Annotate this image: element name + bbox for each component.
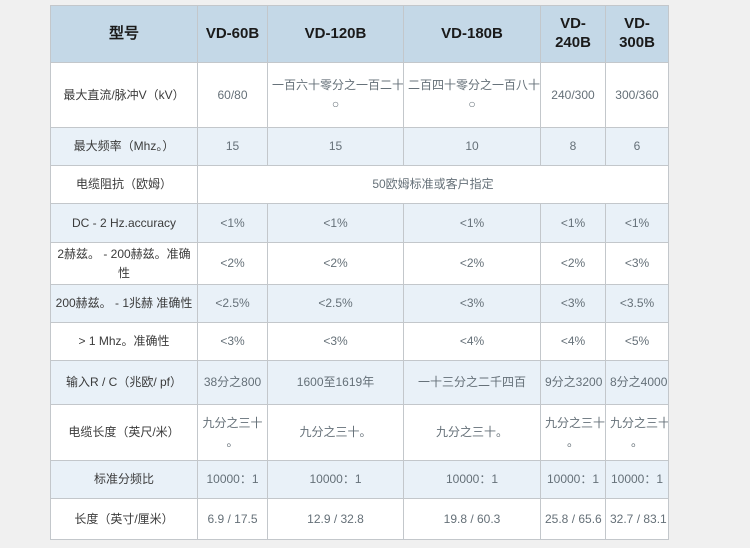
value-cell: <3% — [403, 284, 541, 324]
spec-table: 型号 VD-60B VD-120B VD-180B VD-240B VD-300… — [50, 5, 669, 541]
value-cell: 38分之800 — [197, 360, 268, 406]
table-row: DC - 2 Hz.accuracy <1% <1% <1% <1% <1% — [50, 203, 669, 243]
value-cell: 二百四十零分之一百八十 ○ — [403, 62, 541, 128]
value-cell: 15 — [267, 127, 404, 166]
value-cell: <1% — [267, 203, 404, 243]
value-cell: 25.8 / 65.6 — [540, 498, 606, 541]
value-cell: 8分之4000 — [605, 360, 669, 406]
table-row: 200赫兹。 - 1兆赫 准确性 <2.5% <2.5% <3% <3% <3.… — [50, 284, 669, 324]
value-cell: 10 — [403, 127, 541, 166]
value-cell: <1% — [605, 203, 669, 243]
table-row: 输入R / C（兆欧/ pf） 38分之800 1600至1619年 一十三分之… — [50, 360, 669, 406]
value-cell: <3.5% — [605, 284, 669, 324]
column-header-vd-180b: VD-180B — [403, 5, 541, 63]
value-cell: 15 — [197, 127, 268, 166]
value-cell: 九分之三十 。 — [540, 404, 606, 462]
column-header-vd-240b: VD-240B — [540, 5, 606, 63]
column-header-vd-300b: VD-300B — [605, 5, 669, 63]
column-header-vd-120b: VD-120B — [267, 5, 404, 63]
value-cell: 60/80 — [197, 62, 268, 128]
value-cell: <3% — [197, 322, 268, 362]
value-cell: <5% — [605, 322, 669, 362]
row-label: 最大频率（Mhz。） — [50, 127, 198, 166]
row-label: 2赫兹。 - 200赫兹。准确性 — [50, 241, 198, 286]
row-label: 输入R / C（兆欧/ pf） — [50, 360, 198, 406]
value-cell: 10000：1 — [197, 460, 268, 500]
table-row: 最大直流/脉冲V（kV） 60/80 一百六十零分之一百二十 ○ 二百四十零分之… — [50, 62, 669, 128]
value-cell: 九分之三十。 — [267, 404, 404, 462]
row-label: 长度（英寸/厘米） — [50, 498, 198, 541]
value-cell: <2% — [267, 241, 404, 286]
row-label: 电缆长度（英尺/米） — [50, 404, 198, 462]
table-row: 2赫兹。 - 200赫兹。准确性 <2% <2% <2% <2% <3% — [50, 241, 669, 286]
value-cell: 6.9 / 17.5 — [197, 498, 268, 541]
row-label: 电缆阻抗（欧姆） — [50, 165, 198, 204]
value-cell: 32.7 / 83.1 — [605, 498, 669, 541]
value-cell: <1% — [540, 203, 606, 243]
value-cell: 12.9 / 32.8 — [267, 498, 404, 541]
value-cell: <2% — [540, 241, 606, 286]
value-cell: <4% — [540, 322, 606, 362]
value-cell: <3% — [540, 284, 606, 324]
row-label: 标准分频比 — [50, 460, 198, 500]
value-cell: 九分之三十 。 — [605, 404, 669, 462]
value-cell: 九分之三十。 — [403, 404, 541, 462]
value-cell: 10000：1 — [540, 460, 606, 500]
value-cell: 19.8 / 60.3 — [403, 498, 541, 541]
value-cell: <1% — [197, 203, 268, 243]
value-cell: 一百六十零分之一百二十 ○ — [267, 62, 404, 128]
value-cell: 8 — [540, 127, 606, 166]
column-header-vd-60b: VD-60B — [197, 5, 268, 63]
value-cell: <2.5% — [267, 284, 404, 324]
value-cell: <2% — [403, 241, 541, 286]
table-row: 最大频率（Mhz。） 15 15 10 8 6 — [50, 127, 669, 166]
spec-table-container: 型号 VD-60B VD-120B VD-180B VD-240B VD-300… — [50, 5, 669, 541]
header-row: 型号 VD-60B VD-120B VD-180B VD-240B VD-300… — [50, 5, 669, 63]
value-cell: <1% — [403, 203, 541, 243]
value-cell: 6 — [605, 127, 669, 166]
value-cell: 240/300 — [540, 62, 606, 128]
table-row: > 1 Mhz。准确性 <3% <3% <4% <4% <5% — [50, 322, 669, 362]
table-row: 标准分频比 10000：1 10000：1 10000：1 10000：1 10… — [50, 460, 669, 500]
value-cell: 10000：1 — [605, 460, 669, 500]
row-label: 200赫兹。 - 1兆赫 准确性 — [50, 284, 198, 324]
row-label: 最大直流/脉冲V（kV） — [50, 62, 198, 128]
value-cell: <4% — [403, 322, 541, 362]
value-cell: 1600至1619年 — [267, 360, 404, 406]
table-row: 长度（英寸/厘米） 6.9 / 17.5 12.9 / 32.8 19.8 / … — [50, 498, 669, 541]
merged-value-cell: 50欧姆标准或客户指定 — [197, 165, 669, 204]
value-cell: <3% — [267, 322, 404, 362]
value-cell: 300/360 — [605, 62, 669, 128]
value-cell: 9分之3200 — [540, 360, 606, 406]
value-cell: 10000：1 — [267, 460, 404, 500]
value-cell: 九分之三十 。 — [197, 404, 268, 462]
column-header-model: 型号 — [50, 5, 198, 63]
value-cell: 一十三分之二千四百 — [403, 360, 541, 406]
value-cell: <2.5% — [197, 284, 268, 324]
value-cell: 10000：1 — [403, 460, 541, 500]
row-label: DC - 2 Hz.accuracy — [50, 203, 198, 243]
value-cell: <3% — [605, 241, 669, 286]
value-cell: <2% — [197, 241, 268, 286]
table-row: 电缆长度（英尺/米） 九分之三十 。 九分之三十。 九分之三十。 九分之三十 。… — [50, 404, 669, 462]
table-row: 电缆阻抗（欧姆） 50欧姆标准或客户指定 — [50, 165, 669, 204]
row-label: > 1 Mhz。准确性 — [50, 322, 198, 362]
